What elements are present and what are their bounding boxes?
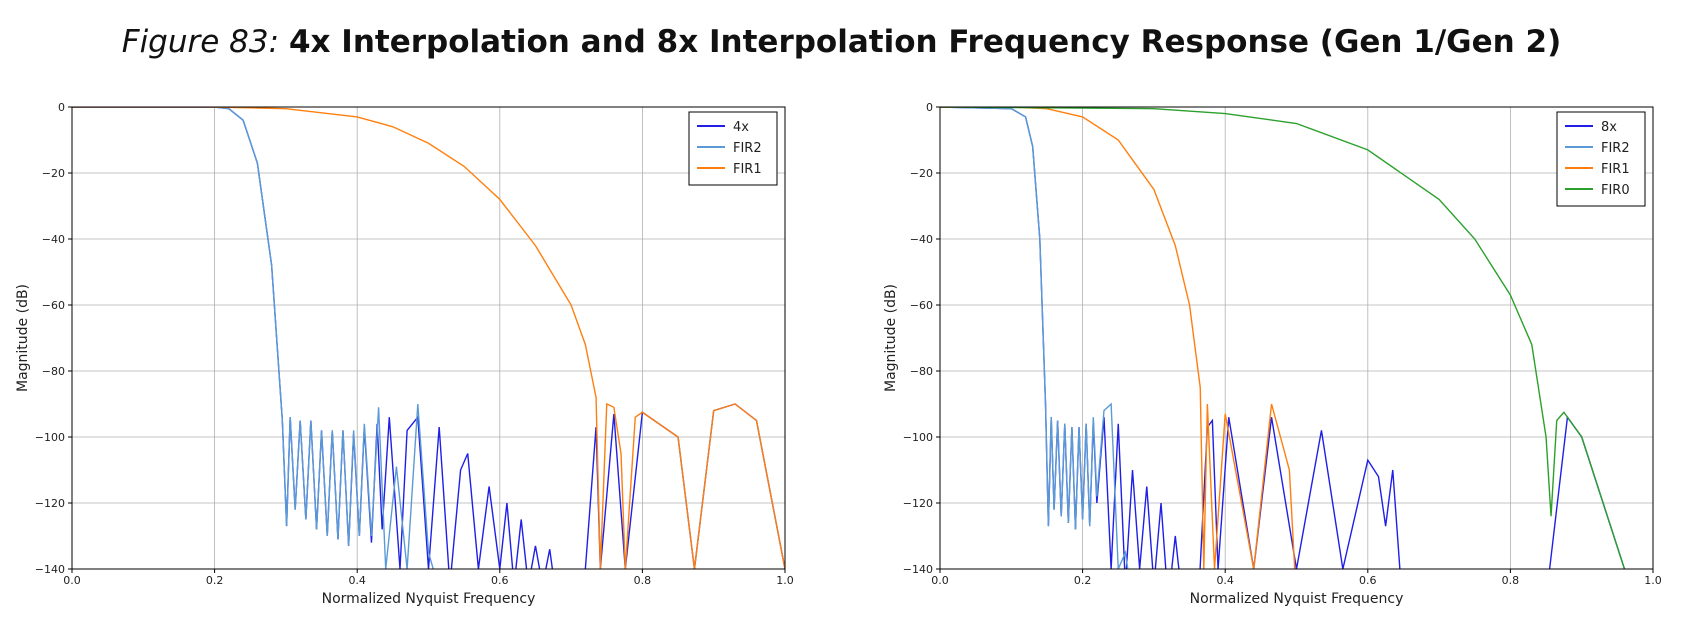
plot-frame [939,106,1654,570]
figure-title-text: 4x Interpolation and 8x Interpolation Fr… [288,24,1562,60]
series-line [72,107,434,569]
figure-label: Figure 83: [121,24,280,60]
x-axis-label: Normalized Nyquist Frequency [1190,591,1404,607]
y-tick-label: −60 [910,299,933,312]
figure-title: Figure 83: 4x Interpolation and 8x Inter… [0,24,1683,60]
x-tick-label: 0.8 [1502,574,1520,587]
y-tick-label: −120 [903,497,933,510]
legend-label: 8x [1601,120,1617,135]
y-tick-label: −20 [42,167,65,180]
y-tick-label: 0 [58,101,65,114]
x-tick-label: 0.6 [1359,574,1377,587]
legend-label: FIR0 [1601,183,1630,198]
series-line [940,107,1626,569]
legend-box [1556,111,1646,207]
y-tick-label: 0 [926,101,933,114]
legend-label: FIR2 [733,141,762,156]
y-tick-label: −20 [910,167,933,180]
x-tick-label: 0.4 [1216,574,1234,587]
y-tick-label: −120 [35,497,65,510]
y-tick-label: −140 [903,563,933,576]
legend-box [688,111,778,186]
chart-panel: 0.0 0.2 0.4 0.6 0.8 1.0 −140 −120 −100 −80 −60 −40 −… [15,101,794,607]
y-tick-label: −80 [42,365,65,378]
y-tick-label: −40 [42,233,65,246]
x-tick-label: 1.0 [776,574,794,587]
y-tick-label: −140 [35,563,65,576]
plot-frame [71,106,786,570]
series-line [940,107,1296,569]
x-tick-label: 0.2 [206,574,224,587]
legend-label: FIR2 [1601,141,1630,156]
y-axis-label: Magnitude (dB) [883,284,899,392]
x-tick-label: 0.4 [348,574,366,587]
y-tick-label: −80 [910,365,933,378]
x-tick-label: 0.6 [491,574,509,587]
x-tick-label: 0.2 [1074,574,1092,587]
y-tick-label: −40 [910,233,933,246]
series-line [72,107,785,569]
legend-label: 4x [733,120,749,135]
y-tick-label: −100 [35,431,65,444]
x-tick-label: 1.0 [1644,574,1662,587]
series-line [940,107,1129,569]
x-axis-label: Normalized Nyquist Frequency [322,591,536,607]
legend-label: FIR1 [1601,162,1630,177]
x-tick-label: 0.0 [63,574,81,587]
legend-label: FIR1 [733,162,762,177]
x-tick-label: 0.8 [634,574,652,587]
y-tick-label: −60 [42,299,65,312]
y-axis-label: Magnitude (dB) [15,284,31,392]
y-tick-label: −100 [903,431,933,444]
chart-panel: 0.0 0.2 0.4 0.6 0.8 1.0 −140 −120 −100 −80 −60 −40 −… [883,101,1662,607]
x-tick-label: 0.0 [931,574,949,587]
